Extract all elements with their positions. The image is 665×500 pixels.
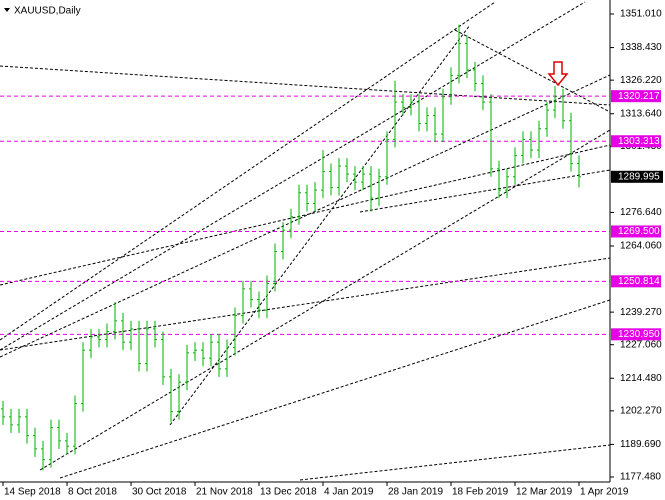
y-tick-label: 1351.010 [620,9,662,20]
y-tick-label: 1189.690 [620,439,661,450]
level-label: 1320.217 [618,91,660,102]
trendline [0,74,611,358]
trendline [0,1,586,351]
level-label-box [611,328,661,341]
trendline [59,299,611,479]
level-label-box [611,90,661,103]
level-label: 1269.500 [618,226,660,237]
y-tick-label: 1313.640 [620,108,662,119]
y-tick-label: 1177.480 [620,472,661,483]
level-label: 1230.950 [618,329,660,340]
x-tick-label: 4 Jan 2019 [324,487,374,498]
arrow-marker [547,61,569,87]
y-tick-label: 1227.060 [620,339,662,350]
last-price-label: 1289.995 [618,171,660,182]
level-label-box [611,225,661,238]
x-tick-label: 12 Mar 2019 [516,487,573,498]
trendline [454,29,611,113]
y-tick-label: 1214.480 [620,373,662,384]
trendline [39,129,611,471]
level-label: 1250.814 [618,276,660,287]
y-tick-label: 1276.640 [620,207,662,218]
level-label: 1303.313 [618,136,660,147]
trendline [169,24,471,426]
y-tick-label: 1264.060 [620,241,662,252]
x-tick-label: 8 Oct 2018 [68,487,117,498]
y-tick-label: 1326.220 [620,75,662,86]
x-tick-label: 1 Apr 2019 [580,487,629,498]
level-label-box [611,275,661,288]
trendline [0,144,611,286]
menu-icon [4,8,10,12]
last-price-box [611,170,663,183]
y-tick-label: 1202.270 [620,405,662,416]
trendline [359,169,611,213]
level-label-box [611,135,661,148]
x-tick-label: 21 Nov 2018 [196,487,253,498]
x-tick-label: 28 Jan 2019 [388,487,443,498]
x-tick-label: 18 Feb 2019 [452,487,509,498]
x-tick-label: 13 Dec 2018 [260,487,317,498]
trendline [0,65,611,106]
y-tick-label: 1338.430 [620,42,662,53]
x-tick-label: 30 Oct 2018 [132,487,187,498]
x-tick-label: 14 Sep 2018 [4,487,61,498]
chart-title: XAUUSD,Daily [14,6,81,17]
y-tick-label: 1239.270 [620,307,662,318]
trendline [299,444,611,481]
